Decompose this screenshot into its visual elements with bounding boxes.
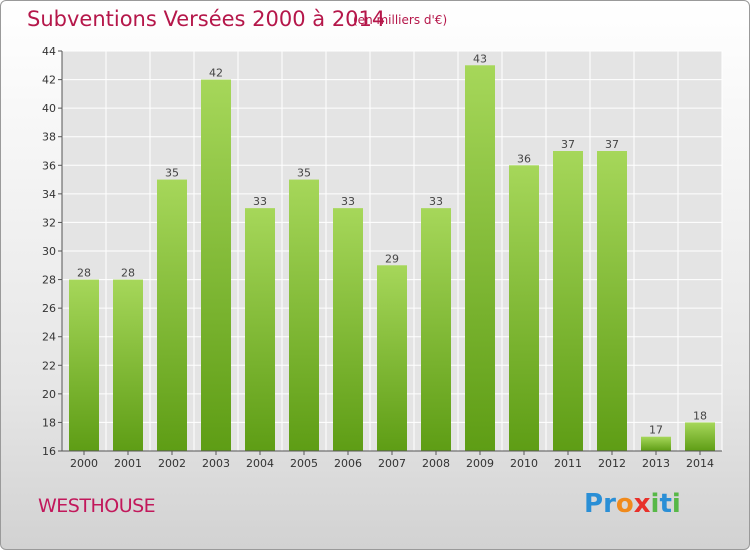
logo-letter: r (603, 489, 616, 519)
x-tick-label: 2005 (290, 457, 318, 470)
place-name: WESTHOUSE (38, 495, 156, 517)
bar-value-label: 33 (429, 195, 443, 208)
x-tick-label: 2013 (642, 457, 670, 470)
x-tick-label: 2006 (334, 457, 362, 470)
y-tick-label: 30 (42, 245, 56, 258)
y-tick-label: 40 (42, 102, 56, 115)
bar-value-label: 35 (165, 167, 179, 180)
x-tick-label: 2008 (422, 457, 450, 470)
x-tick-label: 2010 (510, 457, 538, 470)
bar (69, 279, 99, 451)
y-tick-label: 28 (42, 274, 56, 287)
bar-value-label: 33 (341, 195, 355, 208)
bar-value-label: 18 (693, 409, 707, 422)
logo-letter: i (650, 489, 660, 519)
bar-value-label: 28 (77, 267, 91, 280)
bar (245, 208, 275, 451)
bar (597, 151, 627, 451)
x-tick-label: 2004 (246, 457, 274, 470)
bar (509, 165, 539, 452)
x-tick-label: 2012 (598, 457, 626, 470)
y-tick-label: 34 (42, 188, 56, 201)
bar-value-label: 36 (517, 152, 531, 165)
bar-value-label: 42 (209, 67, 223, 80)
bar-value-label: 29 (385, 252, 399, 265)
bar (201, 79, 231, 452)
y-tick-label: 32 (42, 216, 56, 229)
y-tick-label: 22 (42, 359, 56, 372)
bar (421, 208, 451, 451)
bar (641, 436, 671, 451)
bar (553, 151, 583, 451)
proxiti-logo: Proxiti (584, 489, 681, 519)
x-tick-label: 2009 (466, 457, 494, 470)
y-tick-label: 26 (42, 302, 56, 315)
bar-value-label: 43 (473, 52, 487, 65)
bar (465, 65, 495, 452)
bar-value-label: 28 (121, 267, 135, 280)
y-tick-label: 24 (42, 331, 56, 344)
x-tick-label: 2014 (686, 457, 714, 470)
bar-value-label: 37 (605, 138, 619, 151)
bar-value-label: 35 (297, 167, 311, 180)
x-tick-label: 2002 (158, 457, 186, 470)
x-tick-label: 2007 (378, 457, 406, 470)
logo-letter: P (584, 489, 604, 519)
y-tick-label: 36 (42, 159, 56, 172)
bar (289, 179, 319, 452)
labels: 28 2000 28 2001 35 2002 42 2003 33 2004 35 2005 33 20… (70, 52, 714, 470)
y-tick-label: 18 (42, 416, 56, 429)
bar-value-label: 37 (561, 138, 575, 151)
bar (157, 179, 187, 452)
bar (113, 279, 143, 451)
x-tick-label: 2000 (70, 457, 98, 470)
y-tick-label: 20 (42, 388, 56, 401)
bars (69, 65, 715, 452)
logo-letter: t (659, 489, 672, 519)
bar-value-label: 33 (253, 195, 267, 208)
logo-letter: o (615, 489, 634, 519)
chart-title: Subventions Versées 2000 à 2014 (27, 7, 386, 31)
axes: 16 18 20 22 24 26 28 30 32 34 36 38 40 42 44 (42, 45, 722, 458)
logo-letter: x (633, 489, 651, 519)
bar-value-label: 17 (649, 424, 663, 437)
x-tick-label: 2011 (554, 457, 582, 470)
bar (685, 422, 715, 451)
y-tick-label: 44 (42, 45, 56, 58)
x-tick-label: 2001 (114, 457, 142, 470)
unit-label: (en milliers d'€) (353, 13, 448, 27)
bar (333, 208, 363, 451)
bar (377, 265, 407, 451)
y-tick-label: 16 (42, 445, 56, 458)
y-tick-label: 42 (42, 74, 56, 87)
x-tick-label: 2003 (202, 457, 230, 470)
y-tick-label: 38 (42, 131, 56, 144)
logo-letter: i (671, 489, 681, 519)
